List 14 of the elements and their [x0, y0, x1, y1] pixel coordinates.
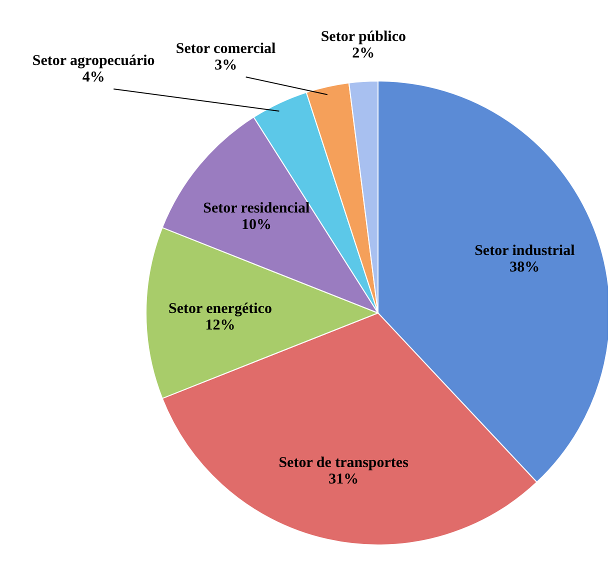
slice-label: Setor comercial: [176, 41, 276, 57]
slice-label: Setor industrial: [474, 242, 575, 259]
data-label: 10%: [241, 216, 272, 233]
data-label: 3%: [214, 58, 238, 74]
slice-label: Setor agropecuário: [32, 53, 155, 69]
data-label: 31%: [328, 471, 359, 488]
data-label: 12%: [205, 318, 236, 334]
slice-label: Setor público: [320, 29, 406, 45]
data-label: 38%: [510, 259, 540, 276]
slice-label: Setor de transportes: [278, 454, 409, 471]
data-label: 2%: [352, 46, 375, 62]
slice-label: Setor energético: [168, 301, 272, 317]
slice-label: Setor residencial: [203, 200, 310, 216]
data-label: 4%: [82, 70, 105, 86]
